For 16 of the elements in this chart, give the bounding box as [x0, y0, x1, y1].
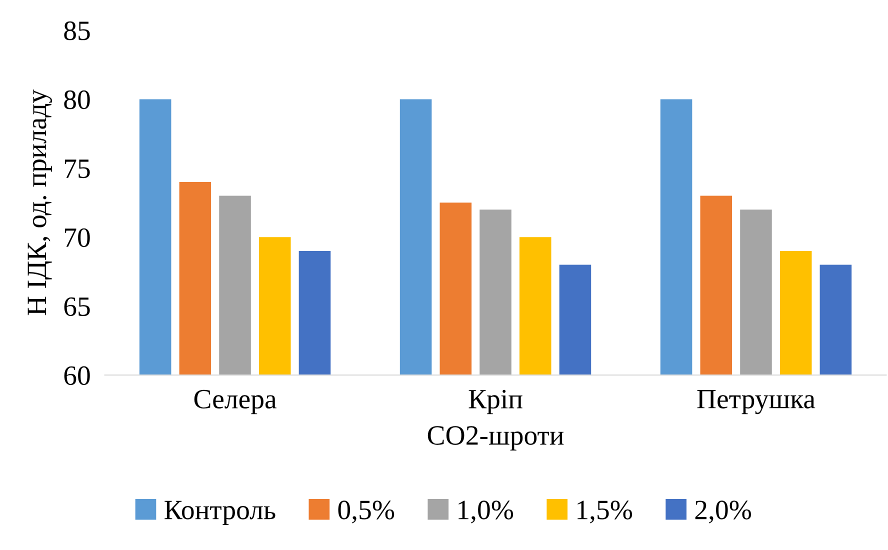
x-tick-label: Кріп: [468, 390, 522, 414]
legend-label: 1,5%: [578, 500, 632, 524]
y-tick-label: 80: [64, 90, 90, 110]
x-tick-label: Селера: [194, 390, 276, 414]
y-tick-label: 60: [64, 366, 90, 386]
x-tick-label: Петрушка: [697, 390, 816, 414]
legend-label: 0,5%: [338, 500, 394, 524]
legend-label: 1,0%: [458, 500, 514, 524]
y-tick-label: 75: [64, 160, 90, 178]
legend-label: 2,0%: [695, 500, 752, 524]
y-tick-label: 65: [64, 297, 90, 316]
x-axis-title: СО2-шроти: [428, 426, 564, 450]
y-axis-title: Н ІДК, од. приладу: [28, 90, 52, 316]
legend-label: Контроль: [164, 500, 276, 525]
y-tick-label: 70: [64, 228, 90, 248]
y-tick-label: 85: [64, 21, 90, 40]
